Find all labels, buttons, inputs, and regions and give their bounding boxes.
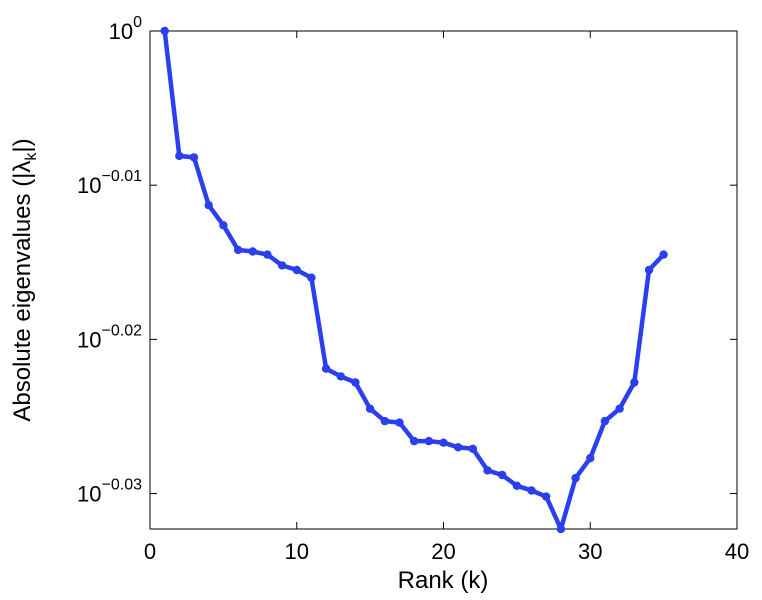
data-point: [263, 250, 272, 259]
data-point: [307, 273, 316, 282]
data-point: [586, 453, 595, 463]
data-point: [248, 247, 257, 256]
y-tick-label-base: 10: [77, 173, 101, 198]
data-point: [512, 481, 522, 490]
y-tick-label-exponent: −0.02: [102, 322, 143, 339]
data-point: [175, 151, 184, 161]
data-point: [277, 261, 287, 270]
x-tick-label: 30: [578, 539, 602, 564]
x-tick-label: 10: [285, 539, 309, 564]
data-point: [160, 26, 169, 36]
x-tick-label: 40: [725, 539, 749, 564]
y-tick-label: 10−0.02: [77, 322, 142, 352]
data-point: [204, 201, 213, 210]
data-point: [351, 378, 360, 387]
data-point: [468, 444, 478, 453]
data-point: [410, 436, 419, 446]
y-axis-title-main: Absolute eigenvalues (|λ: [9, 161, 36, 422]
y-axis-title-subscript: k: [23, 152, 40, 161]
data-point: [571, 473, 580, 483]
y-tick-label: 10−0.01: [77, 168, 142, 198]
data-point: [483, 466, 492, 475]
data-point: [454, 443, 463, 452]
y-tick-label: 100: [109, 14, 142, 44]
data-point: [336, 372, 345, 381]
data-point: [424, 436, 433, 446]
x-tick-label: 0: [144, 539, 156, 564]
x-tick-label: 20: [431, 539, 455, 564]
y-tick-label-base: 10: [77, 327, 101, 352]
y-tick-label-base: 10: [77, 482, 101, 507]
data-point: [600, 416, 610, 426]
data-point: [542, 492, 551, 501]
data-point: [219, 221, 228, 230]
data-point: [395, 418, 404, 427]
y-axis-title: Absolute eigenvalues (|λk|): [9, 138, 40, 421]
data-point: [615, 404, 624, 413]
y-axis-title-end: |): [9, 138, 36, 152]
axis-ticks: [149, 30, 738, 529]
data-point: [498, 470, 507, 480]
data-point: [292, 265, 301, 275]
data-point: [365, 404, 375, 413]
y-tick-label: 10−0.03: [77, 477, 142, 507]
y-tick-label-base: 10: [109, 19, 133, 44]
data-point: [659, 250, 668, 259]
data-point: [439, 438, 448, 447]
y-tick-label-exponent: −0.03: [102, 477, 143, 494]
data-point: [556, 524, 566, 534]
data-point: [644, 265, 654, 275]
data-point: [321, 364, 331, 373]
data-point: [380, 416, 389, 426]
series-markers: [160, 26, 668, 534]
y-tick-label-exponent: −0.01: [102, 168, 143, 185]
data-point: [527, 486, 536, 495]
x-axis-title: Rank (k): [398, 567, 489, 594]
y-tick-label-exponent: 0: [133, 14, 142, 31]
data-point: [630, 378, 639, 387]
data-point: [233, 245, 243, 255]
data-point: [189, 153, 199, 162]
